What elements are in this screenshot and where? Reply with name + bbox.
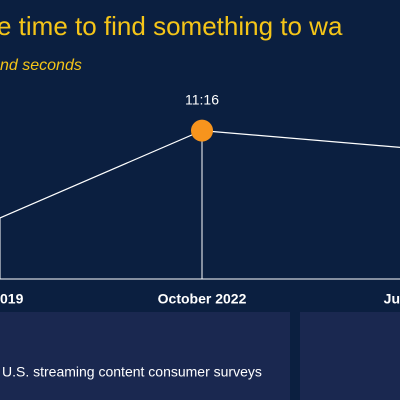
source-note: U.S. streaming content consumer surveys	[2, 364, 262, 380]
chart-title: e time to find something to wa	[0, 11, 343, 41]
x-tick-label: 019	[0, 291, 24, 307]
footer-panel	[0, 312, 290, 400]
data-label: 11:16	[185, 91, 219, 107]
chart-subtitle: nd seconds	[0, 57, 82, 74]
x-tick-label: Ju	[384, 291, 400, 307]
footer-panel	[300, 312, 400, 400]
point-marker	[191, 119, 213, 142]
x-tick-label: October 2022	[158, 291, 247, 307]
